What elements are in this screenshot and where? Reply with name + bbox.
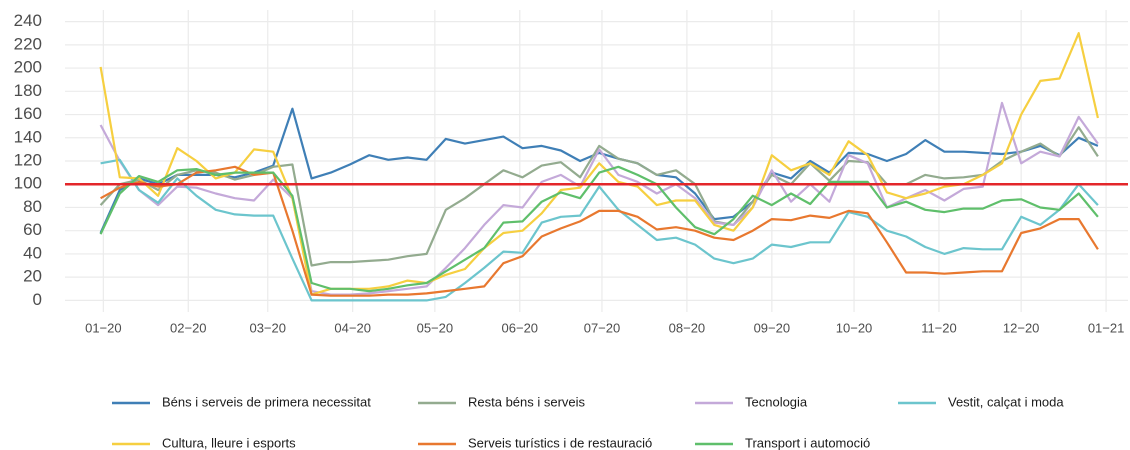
y-tick-label: 140 (14, 127, 42, 146)
series-line (99, 165, 1099, 293)
legend-label: Tecnologia (745, 394, 808, 409)
x-tick-label: 08−20 (669, 320, 706, 335)
x-tick-label: 01−20 (85, 320, 122, 335)
y-tick-label: 60 (23, 220, 42, 239)
y-tick-label: 200 (14, 58, 42, 77)
legend-label: Vestit, calçat i moda (948, 394, 1064, 409)
y-tick-label: 220 (14, 34, 42, 53)
y-tick-label: 160 (14, 104, 42, 123)
x-tick-label: 12−20 (1003, 320, 1040, 335)
x-tick-label: 10−20 (836, 320, 873, 335)
series-line (99, 32, 1099, 296)
y-tick-label: 180 (14, 81, 42, 100)
x-tick-label: 11−20 (921, 320, 957, 335)
y-tick-label: 0 (33, 290, 42, 309)
x-tick-label: 01−21 (1088, 320, 1125, 335)
x-tick-label: 04−20 (334, 320, 371, 335)
x-tick-label: 07−20 (584, 320, 621, 335)
y-tick-label: 20 (23, 267, 42, 286)
legend-label: Béns i serveis de primera necessitat (162, 394, 371, 409)
y-tick-label: 120 (14, 150, 42, 169)
legend-label: Resta béns i serveis (468, 394, 586, 409)
y-tick-label: 240 (14, 11, 42, 30)
legend-label: Transport i automoció (745, 435, 870, 450)
y-tick-label: 100 (14, 174, 42, 193)
x-tick-label: 02−20 (170, 320, 207, 335)
legend-label: Cultura, lleure i esports (162, 435, 296, 450)
x-tick-label: 03−20 (249, 320, 286, 335)
series-line (99, 126, 1099, 267)
series-line (99, 107, 1099, 234)
series-line (100, 158, 1099, 302)
series-line (99, 101, 1099, 296)
legend-label: Serveis turístics i de restauració (468, 435, 652, 450)
x-tick-label: 05−20 (417, 320, 454, 335)
y-tick-label: 40 (23, 243, 42, 262)
x-tick-label: 06−20 (502, 320, 539, 335)
y-tick-label: 80 (23, 197, 42, 216)
x-tick-label: 09−20 (754, 320, 791, 335)
